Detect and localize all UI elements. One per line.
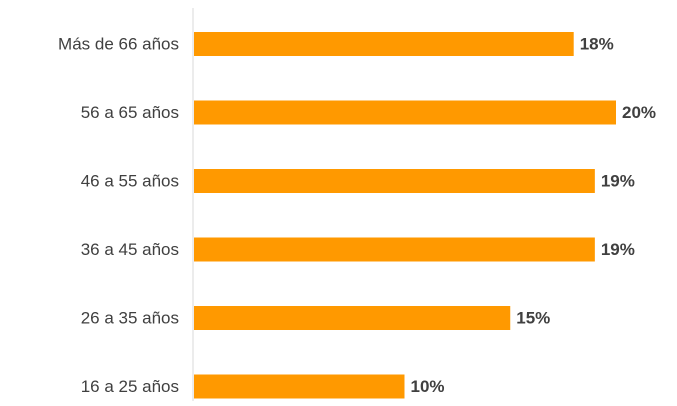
value-label: 15% [516, 309, 550, 328]
category-label: 26 a 35 años [81, 309, 179, 328]
category-label: 46 a 55 años [81, 172, 179, 191]
value-label: 18% [580, 35, 614, 54]
value-labels-group: 18% 20% 19% 19% 15% 10% [411, 35, 657, 397]
bars-group [194, 32, 616, 399]
bar [194, 306, 511, 330]
value-label: 20% [622, 103, 656, 122]
category-labels-group: Más de 66 años 56 a 65 años 46 a 55 años 36… [58, 35, 179, 397]
value-label: 10% [411, 377, 445, 396]
bar [194, 374, 405, 399]
value-label: 19% [601, 172, 635, 191]
value-label: 19% [601, 240, 635, 259]
bar [194, 169, 595, 193]
bar [194, 32, 574, 56]
category-label: 16 a 25 años [81, 377, 179, 396]
category-label: 56 a 65 años [81, 103, 179, 122]
category-label: Más de 66 años [58, 35, 179, 54]
bar [194, 100, 616, 125]
bar [194, 237, 595, 262]
category-label: 36 a 45 años [81, 240, 179, 259]
